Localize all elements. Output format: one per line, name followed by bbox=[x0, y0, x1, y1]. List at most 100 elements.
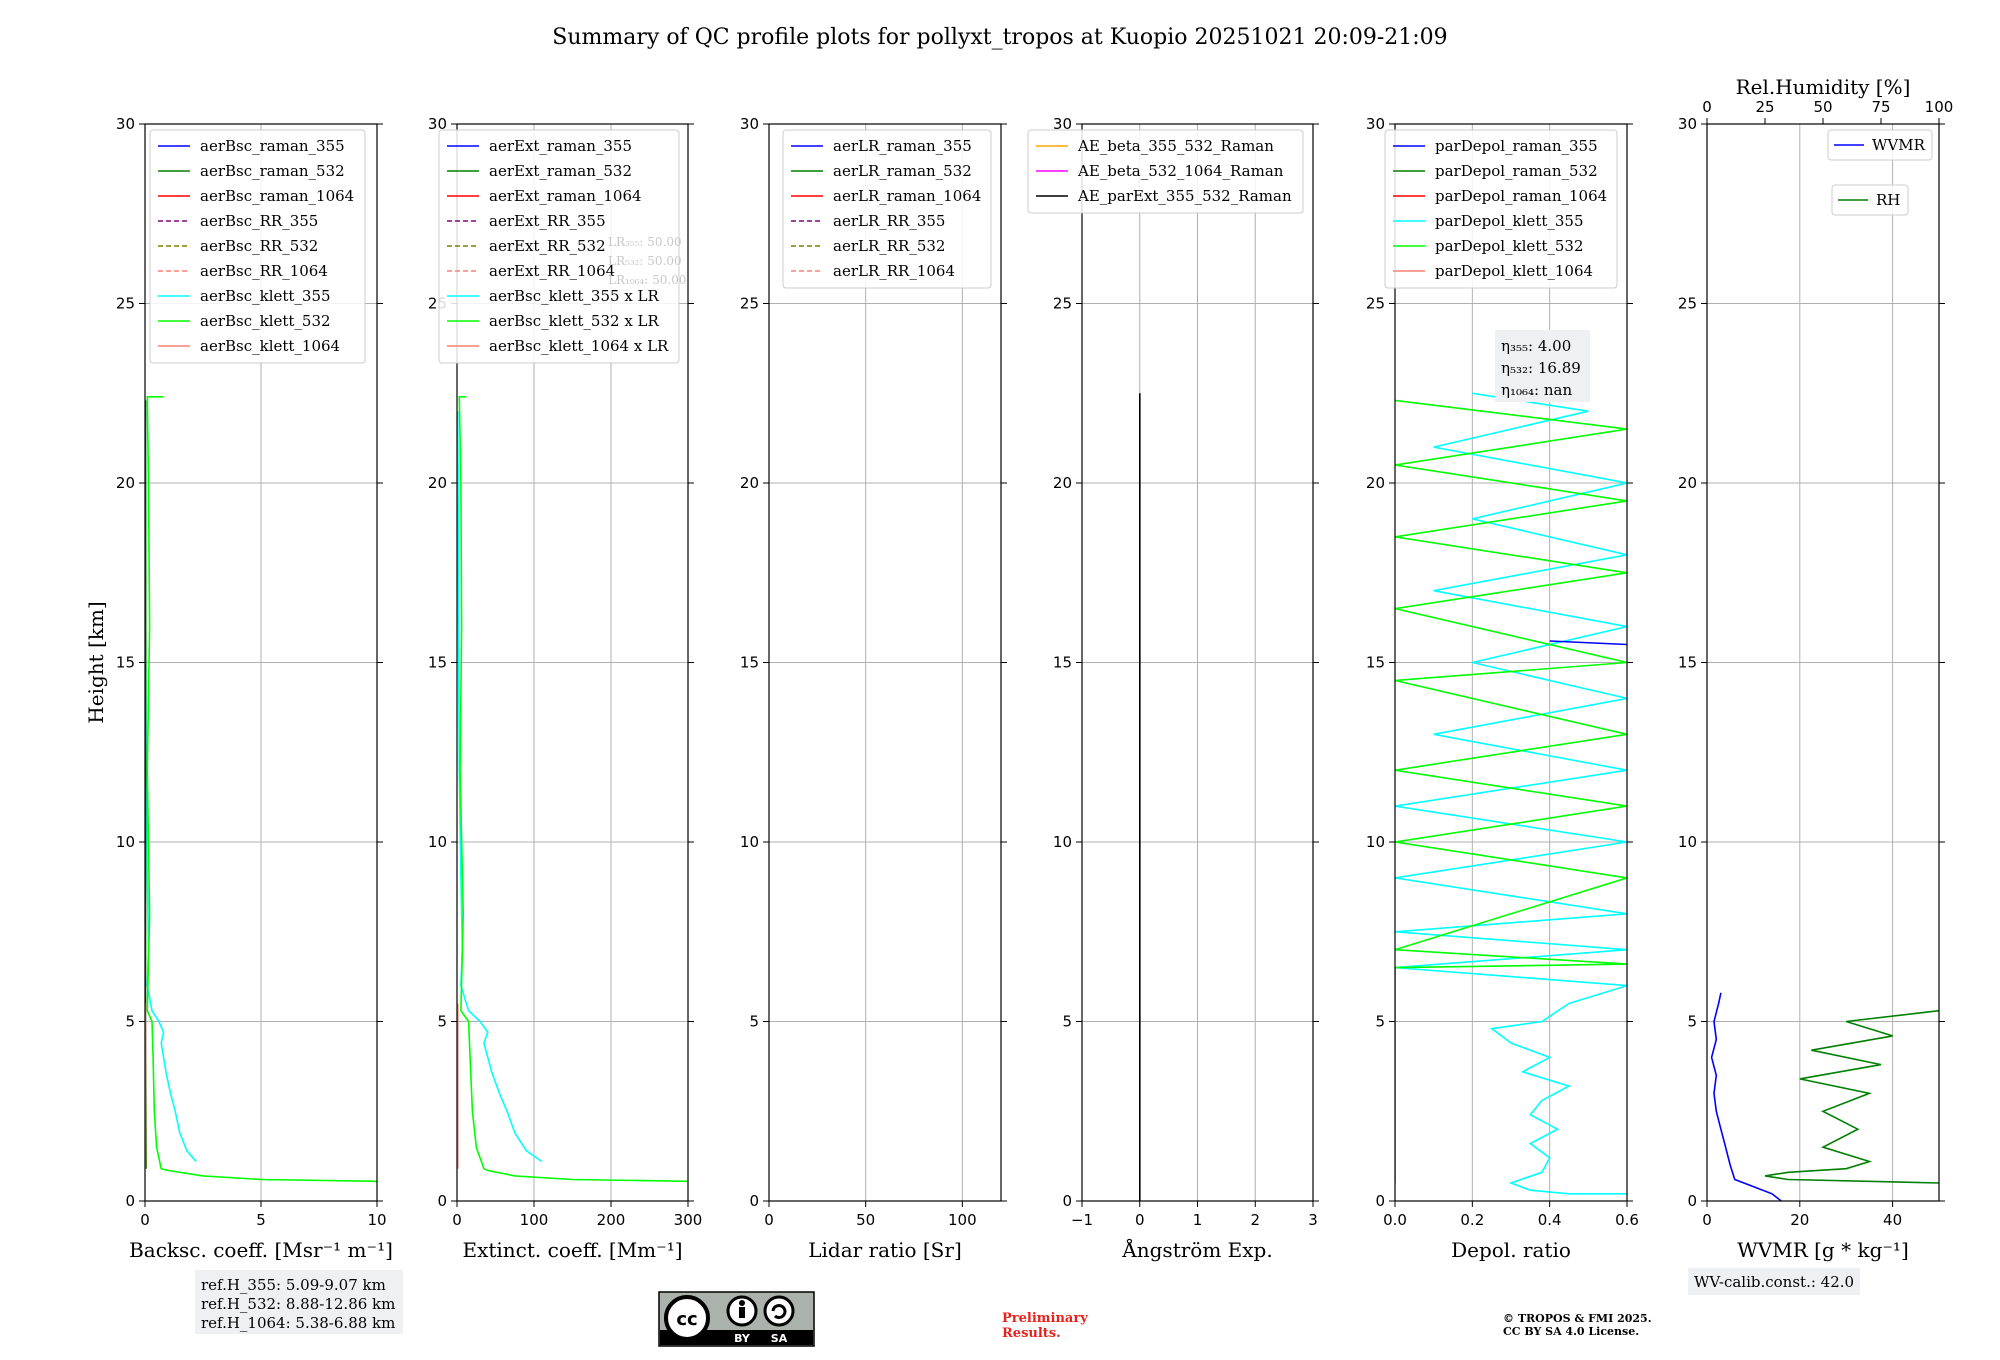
legend-label: aerLR_RR_532 bbox=[833, 237, 945, 255]
axes-frame bbox=[144, 123, 378, 1202]
axes-frame bbox=[1394, 123, 1628, 1202]
by-person-body bbox=[739, 1307, 745, 1318]
wv-calib-text: WV-calib.const.: 42.0 bbox=[1694, 1273, 1854, 1291]
legend-label: aerExt_raman_1064 bbox=[489, 187, 642, 205]
y-tick-label: 25 bbox=[1053, 295, 1072, 313]
panel-lidar_ratio: 0 50 100 0 5 10 15 20 25 30 Lidar ratio [Sr] aerLR_… bbox=[740, 115, 1007, 1262]
legend-label: aerLR_RR_1064 bbox=[833, 262, 955, 280]
x-tick-label: 300 bbox=[674, 1211, 703, 1229]
legend-label: parDepol_klett_355 bbox=[1435, 212, 1584, 230]
legend-label: aerBsc_raman_1064 bbox=[200, 187, 354, 205]
legend-label: aerLR_RR_355 bbox=[833, 212, 945, 230]
eta-value: η₅₃₂: 16.89 bbox=[1501, 359, 1581, 377]
series-line-WVMR bbox=[1710, 992, 1782, 1201]
series-group bbox=[1395, 392, 1627, 1195]
y-tick-label: 20 bbox=[1678, 474, 1697, 492]
series-group bbox=[457, 395, 688, 1183]
y-tick-label: 10 bbox=[1678, 833, 1697, 851]
top-tick-label: 25 bbox=[1755, 98, 1774, 116]
refh-box bbox=[195, 1270, 403, 1334]
x-tick-label: 0 bbox=[764, 1211, 774, 1229]
y-tick-label: 10 bbox=[1053, 833, 1072, 851]
legend-box bbox=[1384, 129, 1618, 289]
y-tick-label: 25 bbox=[116, 295, 135, 313]
legend: aerBsc_raman_355 aerBsc_raman_532 aerBsc_r… bbox=[149, 129, 366, 364]
y-tick-label: 30 bbox=[1678, 115, 1697, 133]
y-tick-label: 5 bbox=[1062, 1013, 1072, 1031]
legend-label: aerBsc_klett_355 bbox=[200, 287, 331, 305]
y-tick-label: 5 bbox=[749, 1013, 759, 1031]
series-line-RH bbox=[1764, 1009, 1939, 1184]
x-tick-label: 50 bbox=[856, 1211, 875, 1229]
top-tick-label: 50 bbox=[1813, 98, 1832, 116]
y-tick-label: 30 bbox=[1053, 115, 1072, 133]
refh-annotation: ref.H_355: 5.09-9.07 km ref.H_532: 8.88-… bbox=[195, 1270, 403, 1334]
cc-sa-label: SA bbox=[771, 1332, 788, 1345]
legend-box bbox=[1827, 129, 1933, 161]
legend-label: parDepol_raman_355 bbox=[1435, 137, 1598, 155]
legend-label: aerBsc_RR_355 bbox=[200, 212, 318, 230]
y-tick-label: 20 bbox=[1053, 474, 1072, 492]
y-tick-label: 20 bbox=[1366, 474, 1385, 492]
panel-water_vapor: 0 20 40 0 5 10 15 20 25 30 WVMR [g * kg⁻¹] 0 25 50 75 1… bbox=[1678, 75, 1953, 1262]
y-tick-label: 0 bbox=[1687, 1192, 1697, 1210]
x-axis-label: Depol. ratio bbox=[1451, 1238, 1571, 1262]
x-tick-label: 0 bbox=[140, 1211, 150, 1229]
panel-depolarization: 0.0 0.2 0.4 0.6 0 5 10 15 20 25 30 Depol. ratio parD… bbox=[1366, 115, 1639, 1262]
legend: WVMR RH bbox=[1827, 129, 1933, 216]
series-line-aerBsc_klett_532 bbox=[146, 395, 377, 1183]
legend-label: aerExt_RR_532 bbox=[489, 237, 606, 255]
series-group bbox=[1710, 992, 1939, 1201]
y-tick-label: 10 bbox=[116, 833, 135, 851]
y-tick-label: 10 bbox=[740, 833, 759, 851]
y-tick-label: 30 bbox=[740, 115, 759, 133]
y-tick-label: 0 bbox=[125, 1192, 135, 1210]
legend-label: WVMR bbox=[1872, 136, 1926, 154]
copyright-line2: CC BY SA 4.0 License. bbox=[1503, 1325, 1639, 1338]
x-axis-label: WVMR [g * kg⁻¹] bbox=[1737, 1238, 1909, 1262]
refh-355: ref.H_355: 5.09-9.07 km bbox=[201, 1276, 386, 1294]
legend-label: parDepol_raman_532 bbox=[1435, 162, 1598, 180]
y-tick-label: 0 bbox=[1062, 1192, 1072, 1210]
legend: parDepol_raman_355 parDepol_raman_532 parD… bbox=[1384, 129, 1618, 289]
x-tick-label: 10 bbox=[367, 1211, 386, 1229]
legend-label: aerBsc_klett_532 bbox=[200, 312, 331, 330]
sa-icon bbox=[763, 1295, 795, 1327]
legend-box bbox=[1027, 129, 1304, 214]
y-tick-label: 5 bbox=[1687, 1013, 1697, 1031]
x-tick-label: 0 bbox=[1135, 1211, 1145, 1229]
y-tick-label: 30 bbox=[428, 115, 447, 133]
y-axis-label: Height [km] bbox=[84, 601, 108, 723]
legend-label: parDepol_raman_1064 bbox=[1435, 187, 1607, 205]
legend-label: aerExt_raman_355 bbox=[489, 137, 632, 155]
y-tick-label: 15 bbox=[428, 654, 447, 672]
legend: aerExt_raman_355 aerExt_raman_532 aerExt_r… bbox=[438, 129, 680, 364]
legend-label: aerBsc_klett_532 x LR bbox=[489, 312, 660, 330]
x-tick-label: 3 bbox=[1308, 1211, 1318, 1229]
top-axis-label: Rel.Humidity [%] bbox=[1736, 75, 1911, 99]
y-tick-label: 30 bbox=[116, 115, 135, 133]
y-tick-label: 20 bbox=[740, 474, 759, 492]
lr-label: LR₁₀₆₄: 50.00 bbox=[608, 273, 686, 287]
sa-arrow-icon bbox=[771, 1304, 787, 1319]
series-line-parDepol_klett_532 bbox=[1395, 399, 1627, 1183]
eta-value: η₃₅₅: 4.00 bbox=[1501, 337, 1571, 355]
y-tick-label: 20 bbox=[116, 474, 135, 492]
series-line-aerBsc_klett_355 bbox=[145, 411, 197, 1163]
cc-icon bbox=[664, 1295, 710, 1341]
y-tick-label: 5 bbox=[1375, 1013, 1385, 1031]
legend-label: aerExt_RR_1064 bbox=[489, 262, 615, 280]
legend-label: RH bbox=[1876, 191, 1900, 209]
lr-label: LR₃₅₅: 50.00 bbox=[608, 235, 682, 249]
y-tick-label: 15 bbox=[116, 654, 135, 672]
eta-value: η₁₀₆₄: nan bbox=[1501, 381, 1572, 399]
legend-label: aerLR_raman_1064 bbox=[833, 187, 981, 205]
x-axis-label: Lidar ratio [Sr] bbox=[808, 1238, 962, 1262]
x-tick-label: 200 bbox=[597, 1211, 626, 1229]
legend-label: aerExt_raman_532 bbox=[489, 162, 632, 180]
y-tick-label: 30 bbox=[1366, 115, 1385, 133]
x-tick-label: 0.6 bbox=[1615, 1211, 1639, 1229]
x-tick-label: 20 bbox=[1790, 1211, 1809, 1229]
